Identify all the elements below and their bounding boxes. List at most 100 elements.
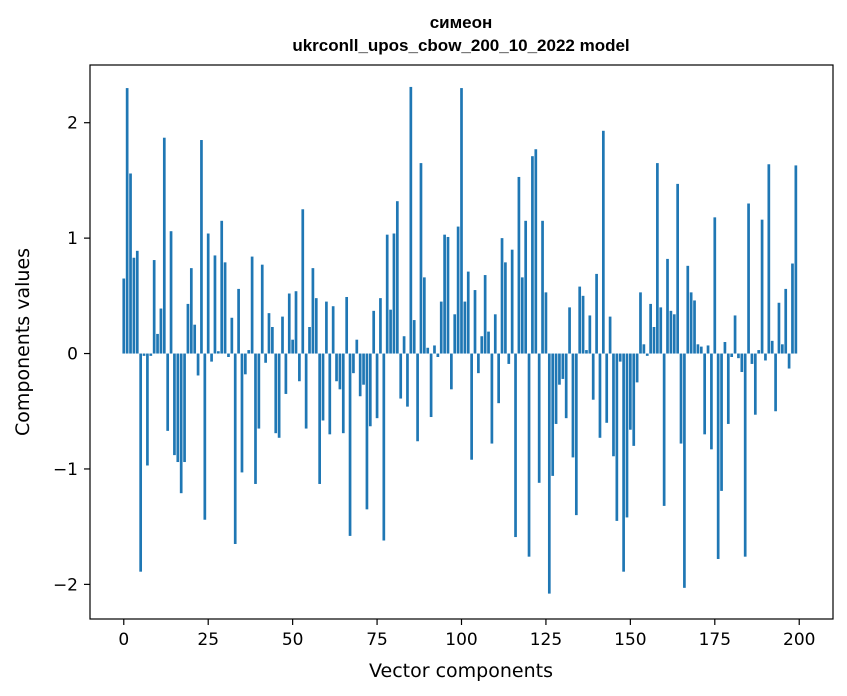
x-tick-label-75: 75 [366, 630, 388, 650]
bar-132 [568, 307, 571, 354]
bar-83 [402, 336, 406, 354]
bar-56 [311, 268, 315, 354]
bar-53 [301, 209, 305, 354]
x-axis-label: Vector components [369, 660, 553, 682]
bar-172 [703, 353, 707, 435]
bar-46 [277, 353, 281, 438]
bar-65 [341, 353, 345, 434]
bar-16 [176, 353, 180, 463]
bar-189 [760, 219, 764, 354]
bar-139 [591, 353, 595, 400]
x-tick-label-150: 150 [614, 630, 646, 650]
bar-144 [608, 316, 612, 354]
bar-34 [237, 288, 240, 354]
chart-subtitle: ukrconll_upos_cbow_200_10_2022 model [292, 36, 629, 55]
bar-30 [223, 262, 227, 354]
bar-129 [558, 353, 561, 385]
bar-6 [142, 353, 146, 356]
bar-57 [314, 298, 318, 354]
bar-66 [345, 296, 349, 354]
bar-15 [173, 353, 176, 456]
bar-116 [514, 353, 517, 538]
bar-134 [574, 353, 578, 516]
bar-109 [490, 353, 494, 444]
bar-126 [547, 353, 551, 594]
bar-36 [244, 353, 247, 375]
bar-179 [726, 353, 730, 424]
bar-85 [409, 86, 413, 354]
bar-22 [196, 353, 200, 376]
bar-81 [395, 201, 399, 354]
bar-187 [753, 353, 757, 415]
bar-145 [612, 353, 615, 457]
bar-0 [122, 278, 126, 354]
bar-142 [601, 130, 605, 354]
bar-44 [271, 327, 274, 354]
y-axis-label: Components values [12, 248, 34, 436]
bar-111 [497, 353, 500, 404]
bar-47 [281, 316, 284, 354]
bar-158 [656, 163, 659, 354]
bar-39 [254, 353, 257, 484]
bar-112 [500, 238, 504, 354]
bar-91 [429, 353, 433, 418]
bar-32 [230, 317, 234, 354]
bar-33 [233, 353, 237, 544]
bar-152 [635, 353, 639, 383]
bar-117 [517, 176, 521, 354]
bar-75 [375, 353, 379, 419]
bar-105 [477, 353, 480, 374]
bar-178 [723, 342, 727, 354]
bar-118 [520, 277, 524, 354]
bar-184 [743, 353, 747, 557]
bar-58 [318, 353, 321, 484]
bar-141 [598, 353, 602, 438]
bar-127 [551, 353, 555, 476]
x-tick-label-0: 0 [118, 630, 129, 650]
bar-170 [696, 344, 700, 354]
bar-159 [659, 307, 663, 354]
bar-95 [443, 234, 446, 354]
bar-140 [595, 273, 598, 354]
bar-78 [385, 234, 389, 354]
bar-133 [571, 353, 575, 458]
bar-69 [355, 339, 359, 354]
bar-198 [791, 263, 794, 354]
bar-135 [578, 286, 582, 354]
bar-193 [774, 353, 777, 412]
bar-138 [588, 315, 592, 354]
bar-40 [257, 353, 261, 429]
bar-177 [720, 353, 723, 491]
bar-72 [365, 353, 369, 510]
bar-60 [325, 301, 328, 354]
bar-165 [679, 353, 683, 444]
bar-71 [362, 353, 365, 385]
bar-54 [304, 353, 308, 429]
bar-114 [507, 353, 511, 364]
bar-162 [669, 310, 673, 354]
bar-76 [379, 298, 382, 354]
bar-104 [473, 290, 477, 354]
bar-120 [527, 353, 531, 557]
bar-166 [683, 353, 686, 588]
bar-18 [183, 353, 186, 463]
bar-59 [321, 353, 325, 421]
bar-74 [372, 310, 376, 354]
bar-182 [737, 353, 740, 359]
bar-62 [331, 306, 335, 354]
bar-119 [524, 220, 528, 354]
bar-63 [335, 353, 338, 382]
bar-77 [382, 353, 386, 541]
bar-173 [706, 345, 710, 354]
y-axis: −2 −1 0 1 2 [53, 114, 90, 595]
bar-180 [730, 353, 734, 357]
bar-137 [585, 350, 588, 354]
bar-8 [149, 353, 153, 356]
bar-45 [274, 353, 278, 434]
bar-160 [662, 353, 666, 506]
bar-73 [368, 353, 372, 427]
bar-164 [676, 183, 679, 354]
bar-37 [247, 350, 251, 354]
bar-50 [291, 339, 294, 354]
